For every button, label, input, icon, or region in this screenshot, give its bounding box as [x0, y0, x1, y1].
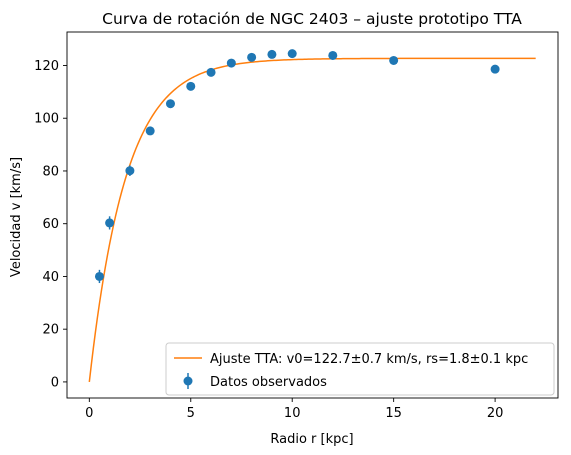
legend-fit-label: Ajuste TTA: v0=122.7±0.7 km/s, rs=1.8±0.…: [210, 352, 528, 367]
axes-frame: [66, 31, 559, 399]
data-point: [267, 49, 277, 59]
data-point: [389, 55, 399, 65]
data-point: [226, 58, 236, 68]
y-tick-label: 20: [42, 323, 59, 338]
y-tick-label: 100: [34, 112, 59, 127]
data-point: [105, 218, 115, 228]
y-axis-label: Velocidad v [km/s]: [9, 157, 24, 277]
legend-data-marker-swatch: [183, 376, 193, 386]
legend: Ajuste TTA: v0=122.7±0.7 km/s, rs=1.8±0.…: [165, 342, 555, 396]
axis-ticks: 0 5 10 15 20 0 20 40 60 80 100 120: [34, 59, 503, 421]
y-tick-label: 60: [42, 217, 59, 232]
y-tick-label: 80: [42, 164, 59, 179]
x-axis-label: Radio r [kpc]: [270, 432, 353, 447]
data-point: [145, 126, 155, 136]
y-tick-label: 0: [51, 375, 59, 390]
data-point: [328, 50, 338, 60]
y-tick-label: 40: [42, 270, 59, 285]
data-point: [247, 52, 257, 62]
x-tick-label: 0: [85, 406, 93, 421]
fit-curve: [88, 57, 536, 382]
plot-area: [66, 31, 559, 399]
y-tick-label: 120: [34, 59, 59, 74]
data-point: [94, 271, 104, 281]
legend-frame: [165, 342, 555, 396]
data-point: [287, 49, 297, 59]
chart-title: Curva de rotación de NGC 2403 – ajuste p…: [102, 10, 522, 28]
x-tick-label: 20: [487, 406, 504, 421]
data-point: [165, 99, 175, 109]
x-tick-label: 5: [187, 406, 195, 421]
legend-data-label: Datos observados: [210, 375, 327, 390]
data-point: [125, 166, 135, 176]
data-point: [206, 67, 216, 77]
x-tick-label: 10: [284, 406, 301, 421]
data-point: [490, 64, 500, 74]
data-point: [186, 81, 196, 91]
x-tick-label: 15: [385, 406, 402, 421]
